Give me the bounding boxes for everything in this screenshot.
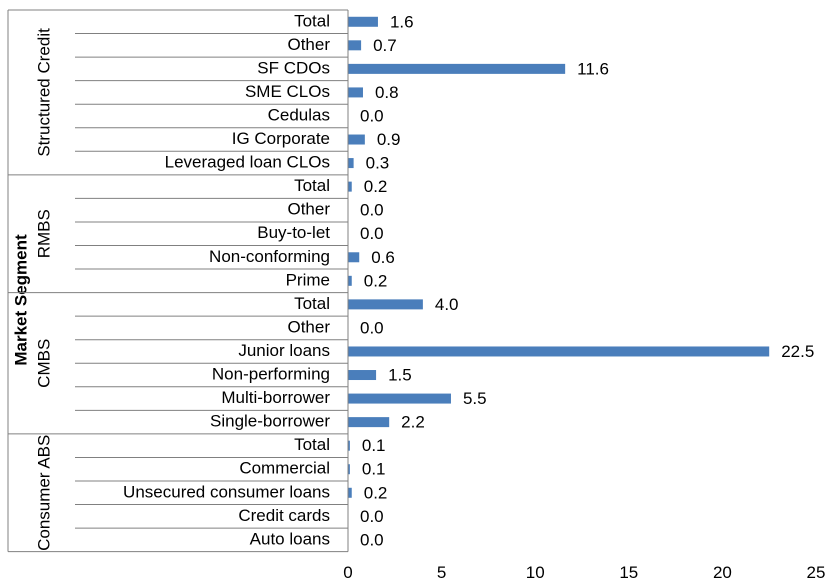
bar (348, 440, 350, 451)
value-label: 0.9 (377, 130, 401, 149)
bar (348, 158, 354, 169)
value-label: 1.5 (388, 366, 412, 385)
bar (348, 63, 566, 74)
x-tick-label: 0 (343, 563, 352, 582)
y-tick-label: Total (294, 435, 330, 454)
value-label: 1.6 (390, 12, 414, 31)
y-tick-label: Single-borrower (210, 412, 330, 431)
x-tick-label: 10 (526, 563, 545, 582)
group-label: CMBS (34, 339, 53, 388)
value-label: 0.7 (373, 36, 397, 55)
bar (348, 370, 377, 381)
value-label: 0.0 (360, 530, 384, 549)
bar (348, 87, 363, 98)
bar (348, 487, 352, 498)
x-tick-label: 15 (619, 563, 638, 582)
y-tick-label: Leveraged loan CLOs (165, 153, 330, 172)
value-label: 0.0 (360, 201, 384, 220)
y-tick-label: Cedulas (268, 105, 330, 124)
x-tick-label: 5 (437, 563, 446, 582)
y-tick-label: Total (294, 176, 330, 195)
bar (348, 181, 352, 192)
y-tick-label: Other (287, 35, 330, 54)
bar (348, 252, 360, 263)
value-label: 11.6 (577, 59, 609, 78)
value-label: 0.3 (366, 154, 390, 173)
value-label: 0.6 (371, 248, 395, 267)
y-tick-label: Prime (286, 270, 330, 289)
value-label: 0.2 (364, 177, 388, 196)
bar (348, 134, 365, 145)
bar (348, 393, 451, 404)
group-label: Structured Credit (34, 28, 53, 157)
bar (348, 16, 378, 27)
y-tick-label: Other (287, 200, 330, 219)
value-label: 0.0 (360, 507, 384, 526)
value-label: 4.0 (435, 295, 459, 314)
y-tick-label: IG Corporate (232, 129, 330, 148)
bar (348, 299, 423, 310)
value-label: 0.2 (364, 483, 388, 502)
value-label: 0.1 (362, 460, 386, 479)
value-label: 5.5 (463, 389, 487, 408)
y-tick-label: Other (287, 317, 330, 336)
x-tick-label: 25 (807, 563, 826, 582)
value-label: 2.2 (401, 413, 425, 432)
group-label: Consumer ABS (34, 435, 53, 551)
y-tick-label: Total (294, 294, 330, 313)
y-tick-label: Non-conforming (209, 247, 330, 266)
group-label: RMBS (34, 209, 53, 258)
y-tick-label: Credit cards (238, 506, 330, 525)
y-tick-label: SME CLOs (245, 82, 330, 101)
y-tick-label: Multi-borrower (221, 388, 330, 407)
value-label: 0.2 (364, 271, 388, 290)
value-label: 0.0 (360, 224, 384, 243)
y-tick-label: Junior loans (238, 341, 330, 360)
y-tick-label: Buy-to-let (257, 223, 330, 242)
axis-title: Market Segment (11, 234, 30, 366)
bar (348, 40, 362, 51)
y-tick-label: Unsecured consumer loans (123, 482, 330, 501)
y-tick-label: Non-performing (212, 365, 330, 384)
value-label: 0.1 (362, 436, 386, 455)
y-tick-label: Commercial (239, 459, 330, 478)
x-tick-label: 20 (713, 563, 732, 582)
bar (348, 417, 390, 428)
y-tick-label: Auto loans (250, 529, 330, 548)
value-label: 22.5 (781, 342, 814, 361)
y-tick-label: Total (294, 11, 330, 30)
value-label: 0.0 (360, 318, 384, 337)
value-label: 0.0 (360, 106, 384, 125)
y-tick-label: SF CDOs (257, 58, 330, 77)
bar (348, 346, 770, 357)
value-label: 0.8 (375, 83, 399, 102)
bar (348, 464, 350, 475)
bar (348, 275, 352, 286)
